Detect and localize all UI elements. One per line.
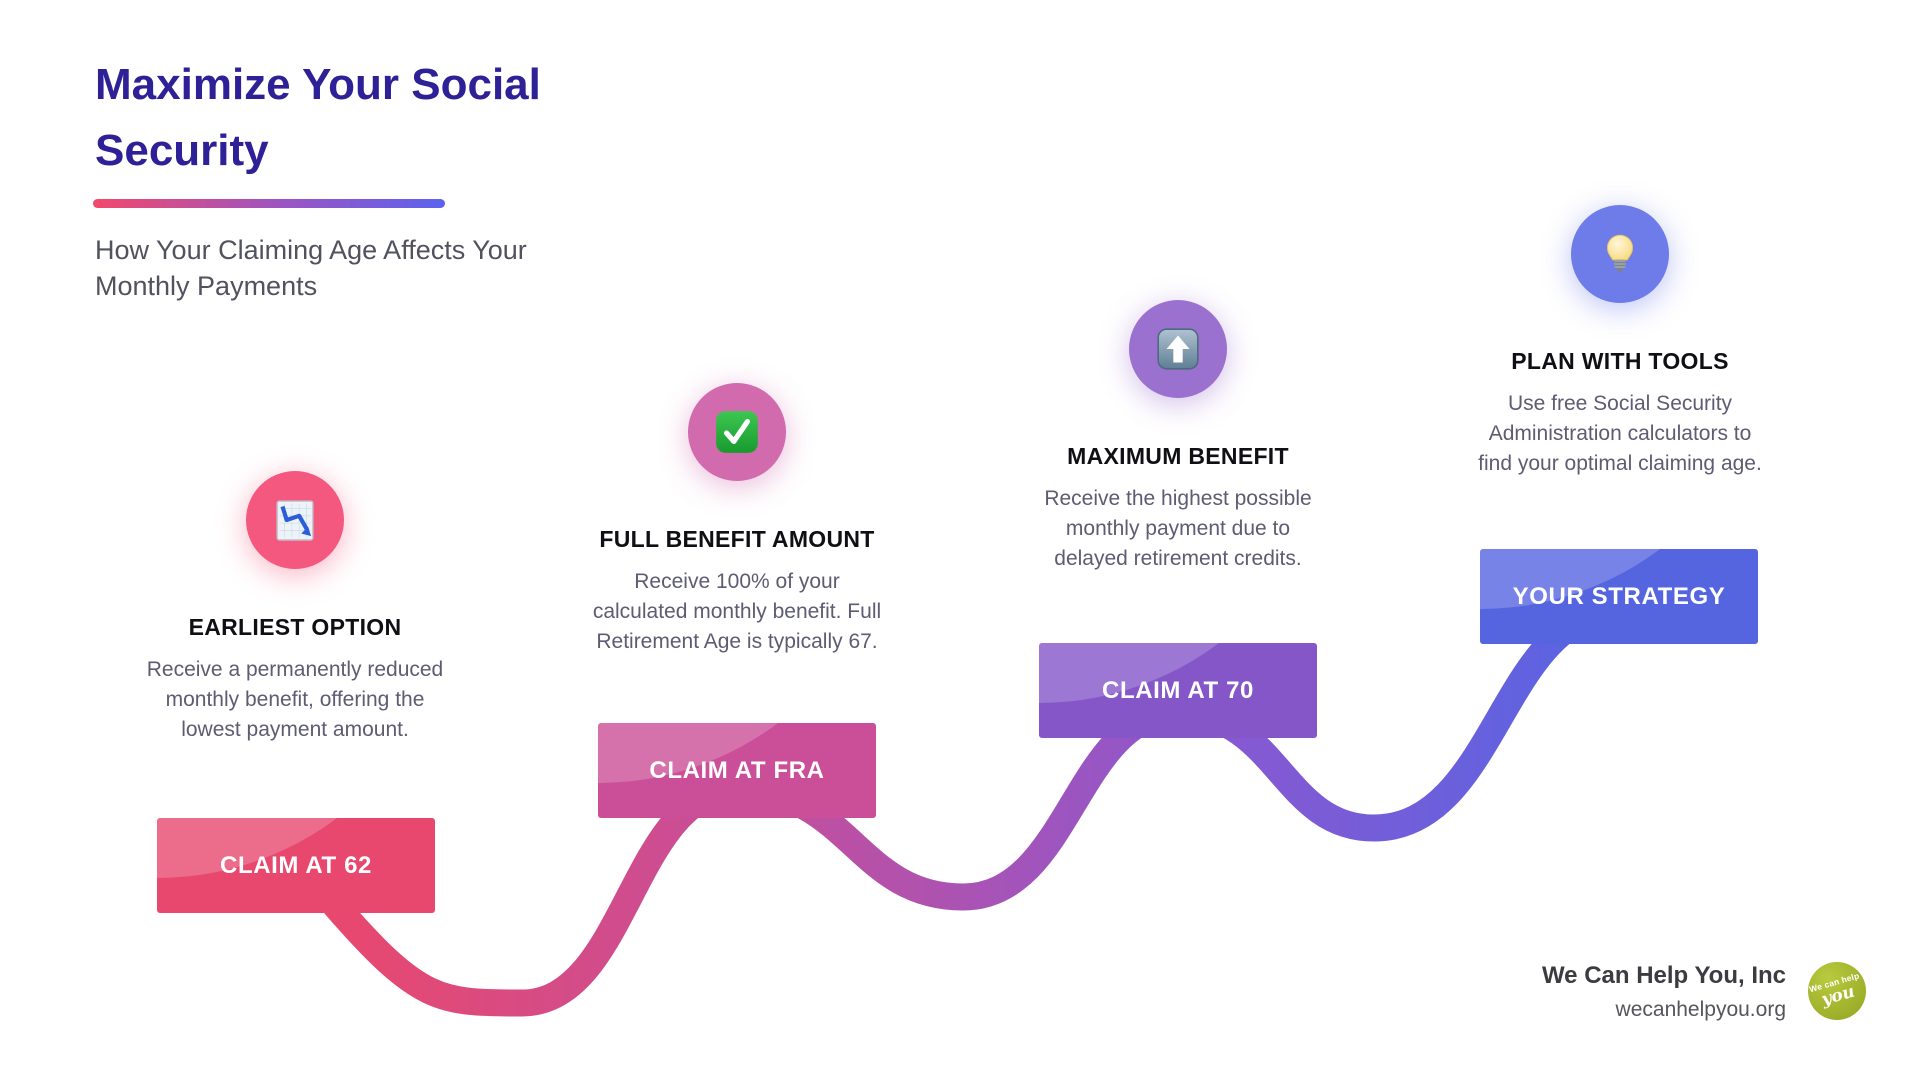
step-icon-circle: [246, 471, 344, 569]
footer: We Can Help You, Inc wecanhelpyou.org: [1300, 962, 1786, 1023]
step-column-maximum-benefit: MAXIMUM BENEFIT Receive the highest poss…: [1013, 300, 1343, 574]
chart-decreasing-icon: [276, 500, 314, 541]
claim-at-62-button[interactable]: CLAIM AT 62: [157, 818, 435, 913]
company-logo-text: We can help you: [1808, 970, 1866, 1011]
light-bulb-icon: [1606, 234, 1634, 272]
claim-button-label: YOUR STRATEGY: [1512, 582, 1726, 610]
claim-at-70-button[interactable]: CLAIM AT 70: [1039, 643, 1317, 738]
page-title: Maximize Your Social Security: [95, 60, 541, 175]
step-icon-circle: [1571, 205, 1669, 303]
step-column-earliest-option: EARLIEST OPTION Receive a permanently re…: [130, 471, 460, 745]
page-subtitle: How Your Claiming Age Affects Your Month…: [95, 235, 527, 301]
step-description: Receive a permanently reduced monthly be…: [146, 658, 444, 741]
step-heading: MAXIMUM BENEFIT: [1067, 443, 1289, 469]
step-column-full-benefit: FULL BENEFIT AMOUNT Receive 100% of your…: [572, 383, 902, 657]
step-description: Receive the highest possible monthly pay…: [1044, 487, 1312, 570]
step-heading: PLAN WITH TOOLS: [1511, 348, 1729, 374]
up-arrow-icon: [1157, 328, 1199, 370]
claim-button-label: CLAIM AT 62: [220, 851, 372, 879]
claim-button-label: CLAIM AT FRA: [649, 756, 825, 784]
website-url: wecanhelpyou.org: [1615, 998, 1786, 1021]
claim-button-label: CLAIM AT 70: [1102, 676, 1254, 704]
step-heading: FULL BENEFIT AMOUNT: [599, 526, 875, 552]
step-description: Receive 100% of your calculated monthly …: [592, 570, 882, 653]
company-name: We Can Help You, Inc: [1541, 962, 1786, 989]
step-column-plan-with-tools: PLAN WITH TOOLS Use free Social Security…: [1455, 205, 1785, 479]
check-mark-icon: [716, 411, 758, 453]
your-strategy-button[interactable]: YOUR STRATEGY: [1480, 549, 1758, 644]
step-heading: EARLIEST OPTION: [188, 614, 402, 640]
step-description: Use free Social Security Administration …: [1478, 392, 1762, 475]
company-logo: We can help you: [1808, 962, 1866, 1020]
title-underline-accent: [93, 199, 445, 208]
step-icon-circle: [1129, 300, 1227, 398]
timeline-wave-path: [321, 598, 1632, 1017]
claim-at-fra-button[interactable]: CLAIM AT FRA: [598, 723, 876, 818]
step-icon-circle: [688, 383, 786, 481]
